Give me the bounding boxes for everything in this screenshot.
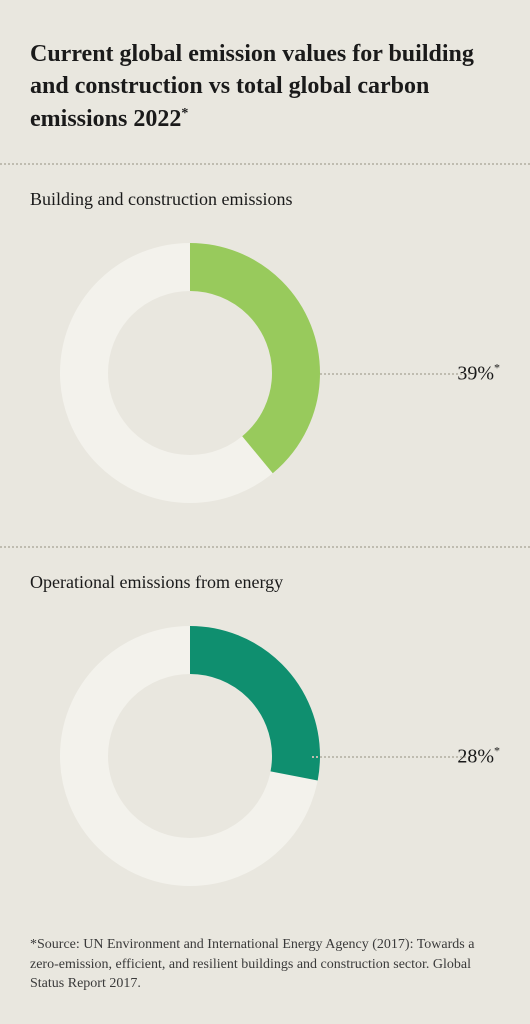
title-text: Current global emission values for build… — [30, 41, 474, 132]
chart-1-wrap: 39%* — [30, 228, 500, 518]
chart-2-wrap: 28%* — [30, 611, 500, 901]
pct-2-marker: * — [494, 744, 500, 758]
source-note: *Source: UN Environment and Internationa… — [30, 935, 500, 994]
leader-line-2 — [312, 756, 470, 758]
page-title: Current global emission values for build… — [30, 38, 500, 135]
divider-2 — [0, 546, 530, 548]
pct-2-value: 28% — [457, 746, 494, 768]
title-marker: * — [181, 106, 188, 121]
pct-1-value: 39% — [457, 363, 494, 385]
divider-1 — [0, 163, 530, 165]
chart-section-2: Operational emissions from energy 28%* — [30, 572, 500, 901]
chart-1-percent: 39%* — [457, 361, 500, 386]
donut-chart-2 — [60, 626, 320, 886]
chart-section-1: Building and construction emissions 39%* — [30, 189, 500, 518]
chart-2-percent: 28%* — [457, 744, 500, 769]
leader-line-1 — [320, 373, 470, 375]
chart-1-label: Building and construction emissions — [30, 189, 500, 210]
pct-1-marker: * — [494, 361, 500, 375]
chart-2-label: Operational emissions from energy — [30, 572, 500, 593]
donut-chart-1 — [60, 243, 320, 503]
